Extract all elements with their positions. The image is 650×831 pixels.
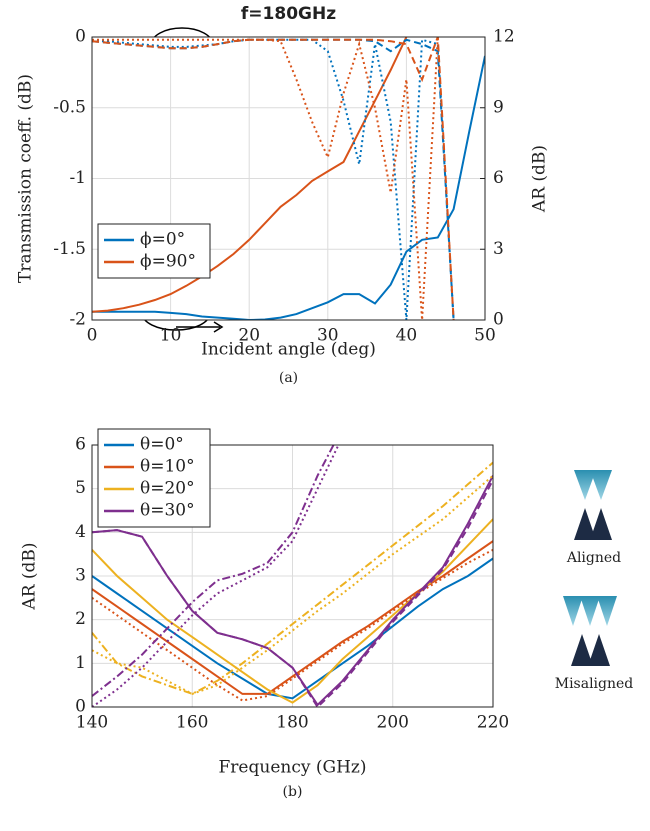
y2-tick-label: 3 <box>493 239 504 259</box>
axes-frame <box>91 36 486 321</box>
legend-label: ϕ=0° <box>140 230 185 250</box>
legend-box <box>97 223 211 279</box>
x-tick-label: 10 <box>160 326 182 346</box>
x-tick-label: 30 <box>317 326 339 346</box>
x-tick-label: 40 <box>396 326 418 346</box>
series-line <box>92 461 493 695</box>
side-label: Aligned <box>566 550 621 566</box>
y-tick-label: 6 <box>75 435 86 455</box>
y-tick-label: -1 <box>69 168 86 188</box>
y-axis-label: AR (dB) <box>20 542 40 610</box>
x-tick-label: 200 <box>377 713 409 733</box>
y-tick-label: 4 <box>75 522 86 542</box>
y-tick-label: -1.5 <box>53 239 86 259</box>
series-line <box>92 557 493 700</box>
y-tick-label: 0 <box>75 27 86 47</box>
series-group <box>92 37 485 320</box>
legend-label: ϕ=90° <box>140 252 196 272</box>
series-line <box>92 55 485 320</box>
y2-tick-label: 12 <box>493 27 515 47</box>
series-group <box>92 445 493 707</box>
y2-tick-label: 9 <box>493 97 504 117</box>
y-tick-label: 2 <box>75 609 86 629</box>
y-tick-label: 0 <box>75 697 86 717</box>
y2-tick-label: 6 <box>493 168 504 188</box>
x-tick-label: 160 <box>176 713 208 733</box>
series-line <box>92 548 493 702</box>
x-tick-label: 220 <box>477 713 509 733</box>
y-tick-label: 5 <box>75 478 86 498</box>
series-line <box>92 479 493 707</box>
x-axis-label: Incident angle (deg) <box>201 340 376 360</box>
series-line <box>92 474 493 695</box>
x-axis-label: Frequency (GHz) <box>219 758 367 778</box>
legend-label: θ=30° <box>140 501 195 521</box>
chart-title: f=180GHz <box>241 4 336 24</box>
series-line <box>92 37 408 313</box>
x-tick-label: 0 <box>87 326 98 346</box>
y2-tick-label: 0 <box>493 310 504 330</box>
y2-axis-label: AR (dB) <box>530 145 550 213</box>
y-tick-label: -2 <box>69 310 86 330</box>
series-line <box>92 37 439 320</box>
legend-label: θ=20° <box>140 479 195 499</box>
x-tick-label: 180 <box>276 713 308 733</box>
side-label: Misaligned <box>555 676 634 692</box>
y-tick-label: -0.5 <box>53 97 86 117</box>
y-tick-label: 1 <box>75 653 86 673</box>
legend-label: θ=10° <box>140 457 195 477</box>
y-axis-label: Transmission coeff. (dB) <box>16 74 36 283</box>
x-tick-label: 140 <box>76 713 108 733</box>
alignment-icons: Aligned Misaligned <box>555 470 634 692</box>
x-tick-label: 50 <box>474 326 496 346</box>
caption: (b) <box>283 784 303 800</box>
axes-frame <box>91 444 494 708</box>
series-line <box>92 445 335 697</box>
legend-label: θ=0° <box>140 435 184 455</box>
caption: (a) <box>279 370 298 386</box>
series-line <box>92 445 340 707</box>
x-tick-label: 20 <box>238 326 260 346</box>
y-tick-label: 3 <box>75 566 86 586</box>
